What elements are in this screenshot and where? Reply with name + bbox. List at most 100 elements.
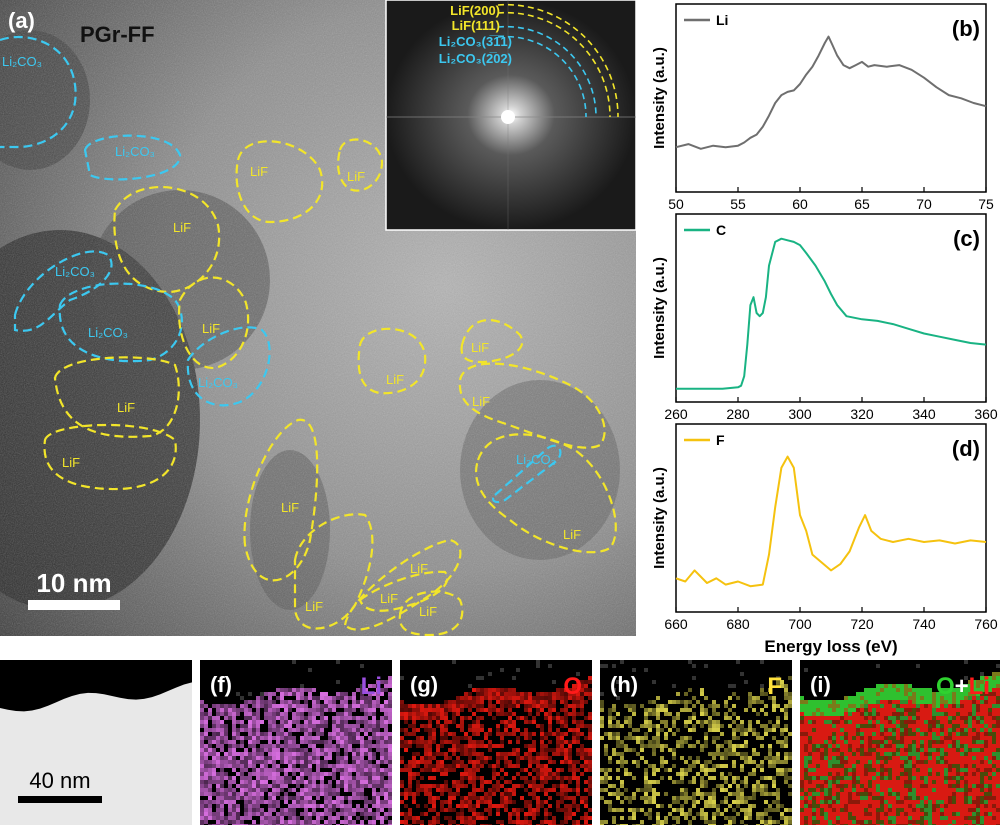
map-pixel — [552, 732, 556, 736]
map-pixel — [708, 792, 712, 796]
map-pixel — [768, 760, 772, 764]
map-pixel — [780, 708, 784, 712]
map-pixel — [832, 728, 836, 732]
map-pixel — [896, 768, 900, 772]
map-pixel — [348, 764, 352, 768]
map-pixel — [692, 764, 696, 768]
map-pixel — [428, 744, 432, 748]
map-pixel — [384, 684, 388, 688]
map-pixel — [328, 800, 332, 804]
map-pixel — [440, 752, 444, 756]
map-pixel — [576, 696, 580, 700]
map-pixel — [580, 772, 584, 776]
map-pixel — [752, 732, 756, 736]
map-pixel — [416, 764, 420, 768]
map-pixel — [636, 788, 640, 792]
map-pixel — [952, 688, 956, 692]
map-pixel — [816, 740, 820, 744]
map-pixel — [848, 788, 852, 792]
map-pixel — [364, 752, 368, 756]
map-pixel — [204, 720, 208, 724]
map-pixel — [880, 688, 884, 692]
map-pixel — [932, 692, 936, 696]
map-panel-label: (e) — [10, 672, 37, 697]
map-pixel — [728, 724, 732, 728]
map-pixel — [684, 792, 688, 796]
map-pixel — [464, 772, 468, 776]
map-pixel — [600, 768, 604, 772]
map-pixel — [652, 712, 656, 716]
map-pixel — [444, 736, 448, 740]
map-pixel — [516, 756, 520, 760]
map-pixel — [200, 764, 204, 768]
map-pixel — [280, 760, 284, 764]
map-pixel — [748, 704, 752, 708]
map-pixel — [200, 752, 204, 756]
map-pixel — [880, 752, 884, 756]
map-pixel — [780, 804, 784, 808]
map-pixel — [304, 812, 308, 816]
map-pixel — [340, 744, 344, 748]
map-pixel — [488, 780, 492, 784]
map-pixel — [724, 780, 728, 784]
map-pixel — [320, 784, 324, 788]
map-pixel — [304, 796, 308, 800]
map-pixel — [380, 736, 384, 740]
map-pixel — [416, 716, 420, 720]
map-pixel — [740, 764, 744, 768]
map-pixel — [800, 808, 804, 812]
map-pixel — [976, 776, 980, 780]
map-pixel — [500, 820, 504, 824]
map-pixel — [972, 696, 976, 700]
map-pixel — [244, 736, 248, 740]
map-pixel — [564, 788, 568, 792]
map-pixel — [376, 736, 380, 740]
map-pixel — [904, 688, 908, 692]
map-pixel — [216, 732, 220, 736]
map-pixel — [376, 696, 380, 700]
map-pixel — [972, 724, 976, 728]
map-pixel — [536, 664, 540, 668]
map-pixel — [560, 808, 564, 812]
map-pixel — [824, 700, 828, 704]
map-pixel — [300, 740, 304, 744]
map-pixel — [204, 812, 208, 816]
map-pixel — [880, 740, 884, 744]
map-pixel — [384, 704, 388, 708]
map-pixel — [420, 740, 424, 744]
map-pixel — [236, 764, 240, 768]
map-pixel — [552, 752, 556, 756]
map-pixel — [248, 712, 252, 716]
map-pixel — [764, 756, 768, 760]
map-pixel — [884, 696, 888, 700]
map-pixel — [476, 696, 480, 700]
map-pixel — [812, 744, 816, 748]
map-pixel — [844, 820, 848, 824]
map-pixel — [924, 780, 928, 784]
map-pixel — [360, 788, 364, 792]
map-pixel — [872, 724, 876, 728]
map-pixel — [876, 780, 880, 784]
map-pixel — [344, 760, 348, 764]
map-pixel — [708, 768, 712, 772]
map-pixel — [824, 768, 828, 772]
map-pixel — [500, 740, 504, 744]
map-pixel — [492, 696, 496, 700]
map-pixel — [892, 772, 896, 776]
map-pixel — [316, 704, 320, 708]
map-pixel — [856, 816, 860, 820]
map-pixel — [276, 764, 280, 768]
map-pixel — [924, 716, 928, 720]
map-pixel — [720, 788, 724, 792]
map-pixel — [656, 736, 660, 740]
map-pixel — [416, 752, 420, 756]
map-pixel — [924, 800, 928, 804]
map-pixel — [648, 788, 652, 792]
map-pixel — [200, 812, 204, 816]
map-pixel — [872, 720, 876, 724]
map-pixel — [568, 760, 572, 764]
map-pixel — [960, 732, 964, 736]
map-pixel — [472, 764, 476, 768]
map-pixel — [412, 764, 416, 768]
map-pixel — [812, 720, 816, 724]
